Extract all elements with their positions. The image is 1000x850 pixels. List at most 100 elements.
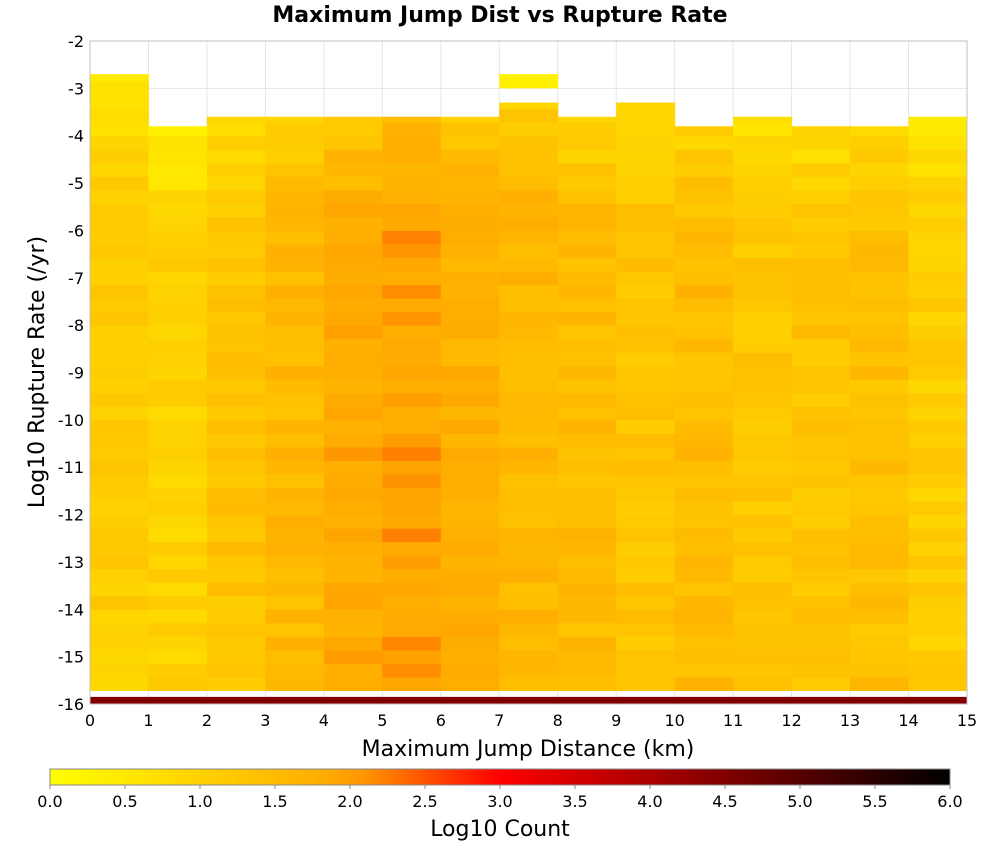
heatmap-cell [791,149,851,164]
heatmap-cell [733,325,793,340]
heatmap-cell [733,365,793,380]
heatmap-cell [674,541,734,556]
heatmap-cell [616,338,676,353]
heatmap-cell [148,487,208,502]
heatmap-cell [674,126,734,137]
heatmap-cell [499,541,559,556]
heatmap-cell [499,528,559,543]
heatmap-cell [850,649,910,664]
heatmap-cell [382,257,442,272]
heatmap-cell [733,609,793,624]
heatmap-cell [265,298,325,313]
heatmap-cell [791,325,851,340]
heatmap-cell [733,352,793,367]
heatmap-cell [148,609,208,624]
colorbar-tick-label: 3.5 [562,792,587,811]
heatmap-cell [90,257,149,272]
heatmap-cell [148,311,208,326]
heatmap-cell [323,487,383,502]
heatmap-cell [791,271,851,286]
heatmap-cell [674,406,734,421]
heatmap-cell [440,636,500,651]
heatmap-cell [791,636,851,651]
colorbar-label: Log10 Count [430,817,570,842]
heatmap-cell [206,243,266,259]
heatmap-cell [323,311,383,326]
heatmap-cell [90,676,149,691]
heatmap-cell [791,338,851,353]
heatmap-cell [733,243,793,259]
heatmap-cell [557,555,617,570]
heatmap-cell [323,582,383,597]
heatmap-cell [908,325,968,340]
y-tick-label: -3 [68,79,84,98]
heatmap-cell [499,203,559,218]
heatmap-cell [206,284,266,299]
heatmap-cell [674,528,734,543]
heatmap-cell [148,514,208,529]
heatmap-cell [616,203,676,218]
y-tick-label: -8 [68,316,84,335]
heatmap-cell [733,663,793,678]
heatmap-cell [440,257,500,272]
heatmap-cell [674,325,734,340]
heatmap-cell [323,189,383,204]
colorbar-tick-label: 6.0 [937,792,962,811]
colorbar [49,768,951,786]
heatmap-cell [499,108,559,123]
heatmap-cell [733,116,793,123]
heatmap-cell [148,528,208,543]
heatmap-cell [557,649,617,664]
heatmap-cell [148,203,208,218]
heatmap-cell [557,636,617,651]
heatmap-cell [382,298,442,313]
heatmap-cell [616,555,676,570]
heatmap-cell [499,325,559,340]
heatmap-cell [499,176,559,191]
y-tick-label: -7 [68,269,84,288]
heatmap-cell [499,365,559,380]
heatmap-cell [850,555,910,570]
heatmap-cell [850,460,910,475]
heatmap-cell [440,271,500,286]
heatmap-cell [850,541,910,556]
heatmap-cell [323,243,383,259]
heatmap-cell [908,487,968,502]
heatmap-cell [382,595,442,610]
heatmap-cell [90,514,149,529]
heatmap-cell [674,243,734,259]
heatmap-cell [265,230,325,245]
heatmap-cell [674,189,734,204]
heatmap-cell [90,555,149,570]
heatmap-cell [733,257,793,272]
y-tick-label: -5 [68,174,84,193]
heatmap-cell [90,649,149,664]
heatmap-cell [908,649,968,664]
heatmap-cell [382,473,442,489]
plot-frame [89,40,968,705]
heatmap-cell [440,216,500,231]
heatmap-cell [733,284,793,299]
heatmap-cell [499,257,559,272]
heatmap-cell [206,116,266,123]
heatmap-cell [557,116,617,123]
heatmap-cell [499,271,559,286]
heatmap-cell [557,271,617,286]
heatmap-cell [557,352,617,367]
heatmap-cell [616,676,676,691]
heatmap-cell [148,176,208,191]
heatmap-cell [440,325,500,340]
heatmap-cell [265,352,325,367]
heatmap-cell [499,663,559,678]
heatmap-cell [148,257,208,272]
heatmap-cell [323,433,383,448]
heatmap-cell [206,298,266,313]
heatmap-cell [674,311,734,326]
heatmap-cell [557,622,617,637]
heatmap-cell [148,582,208,597]
heatmap-cell [674,271,734,286]
heatmap-cell [382,284,442,299]
y-tick-label: -6 [68,221,84,240]
heatmap-cell [382,636,442,651]
heatmap-cell [557,149,617,164]
